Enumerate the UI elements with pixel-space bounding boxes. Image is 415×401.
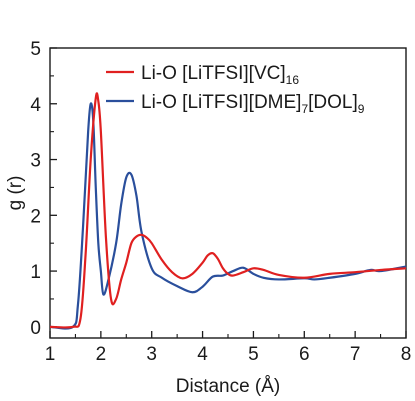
series-line-1 — [49, 92, 407, 329]
x-tick-label: 4 — [197, 344, 208, 365]
series-lines — [49, 92, 407, 330]
x-tick-label: 5 — [248, 344, 259, 365]
legend-label-2: Li-O [LiTFSI][DME]7[DOL]9 — [141, 92, 365, 116]
legend: Li-O [LiTFSI][VC]16 Li-O [LiTFSI][DME]7[D… — [106, 63, 365, 116]
y-tick-label: 0 — [30, 318, 41, 339]
x-tick-label: 8 — [401, 344, 412, 365]
legend-label-1: Li-O [LiTFSI][VC]16 — [141, 63, 299, 87]
y-tick-label: 3 — [30, 151, 41, 172]
y-axis-title: g (r) — [5, 176, 26, 211]
y-tick-label: 5 — [30, 39, 41, 60]
y-tick-label: 1 — [30, 262, 41, 283]
x-tick-label: 6 — [299, 344, 310, 365]
series-line-2 — [49, 102, 407, 330]
x-tick-label: 1 — [45, 344, 56, 365]
y-tick-label: 2 — [30, 206, 41, 227]
x-axis-title: Distance (Å) — [176, 376, 281, 397]
x-tick-label: 2 — [96, 344, 107, 365]
x-tick-label: 7 — [350, 344, 361, 365]
y-tick-label: 4 — [30, 95, 41, 116]
x-tick-label: 3 — [146, 344, 157, 365]
